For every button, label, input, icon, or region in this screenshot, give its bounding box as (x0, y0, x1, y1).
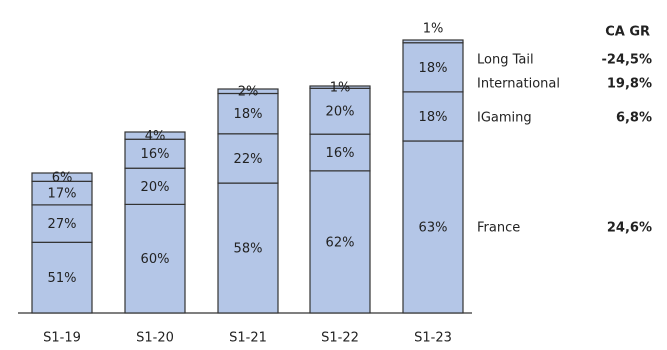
value-label: 18% (419, 110, 448, 125)
x-tick-label: S1-20 (136, 331, 174, 346)
bar-segment (124, 131, 186, 140)
x-tick-label: S1-21 (229, 331, 267, 346)
value-label: 17% (48, 187, 77, 202)
value-label: 6% (52, 171, 73, 186)
value-label: 2% (238, 85, 259, 100)
legend-label: Long Tail (477, 53, 534, 68)
x-tick-label: S1-19 (43, 331, 81, 346)
value-label: 4% (145, 129, 166, 144)
legend-header: CA GR (605, 25, 650, 40)
bar-segment (217, 133, 279, 184)
bar-segment (217, 182, 279, 314)
bar-segment (31, 204, 93, 243)
bar-segment (309, 85, 371, 89)
bar-segment (309, 133, 371, 172)
value-label: 60% (141, 252, 170, 267)
bar-segment (31, 172, 93, 182)
bar-segment (402, 91, 464, 142)
value-label: 27% (48, 217, 77, 232)
bar-segment (402, 42, 464, 93)
value-label: 62% (326, 235, 355, 250)
legend-label: IGaming (477, 111, 532, 126)
bar-segment (217, 88, 279, 95)
legend-cagr: 24,6% (607, 221, 652, 236)
legend-cagr: -24,5% (602, 53, 653, 68)
value-label: 1% (423, 22, 444, 37)
bar-segment (124, 203, 186, 314)
value-label: 1% (330, 81, 351, 96)
value-label: 20% (326, 105, 355, 120)
value-label: 20% (141, 180, 170, 195)
value-label: 18% (419, 61, 448, 76)
x-tick-label: S1-23 (414, 331, 452, 346)
legend-cagr: 19,8% (607, 77, 652, 92)
bar-segment (309, 170, 371, 314)
x-tick-label: S1-22 (321, 331, 359, 346)
value-label: 51% (48, 271, 77, 286)
bar-segment (31, 241, 93, 314)
value-label: 16% (326, 146, 355, 161)
bar-segment (217, 92, 279, 135)
value-label: 18% (234, 107, 263, 122)
value-label: 63% (419, 221, 448, 236)
legend-label: International (477, 77, 560, 92)
value-label: 22% (234, 152, 263, 167)
bar-segment (124, 167, 186, 205)
bar-segment (402, 140, 464, 314)
bar-segment (402, 39, 464, 44)
legend-label: France (477, 221, 520, 236)
value-label: 16% (141, 147, 170, 162)
legend-cagr: 6,8% (616, 111, 652, 126)
value-label: 58% (234, 242, 263, 257)
bar-segment (124, 138, 186, 169)
